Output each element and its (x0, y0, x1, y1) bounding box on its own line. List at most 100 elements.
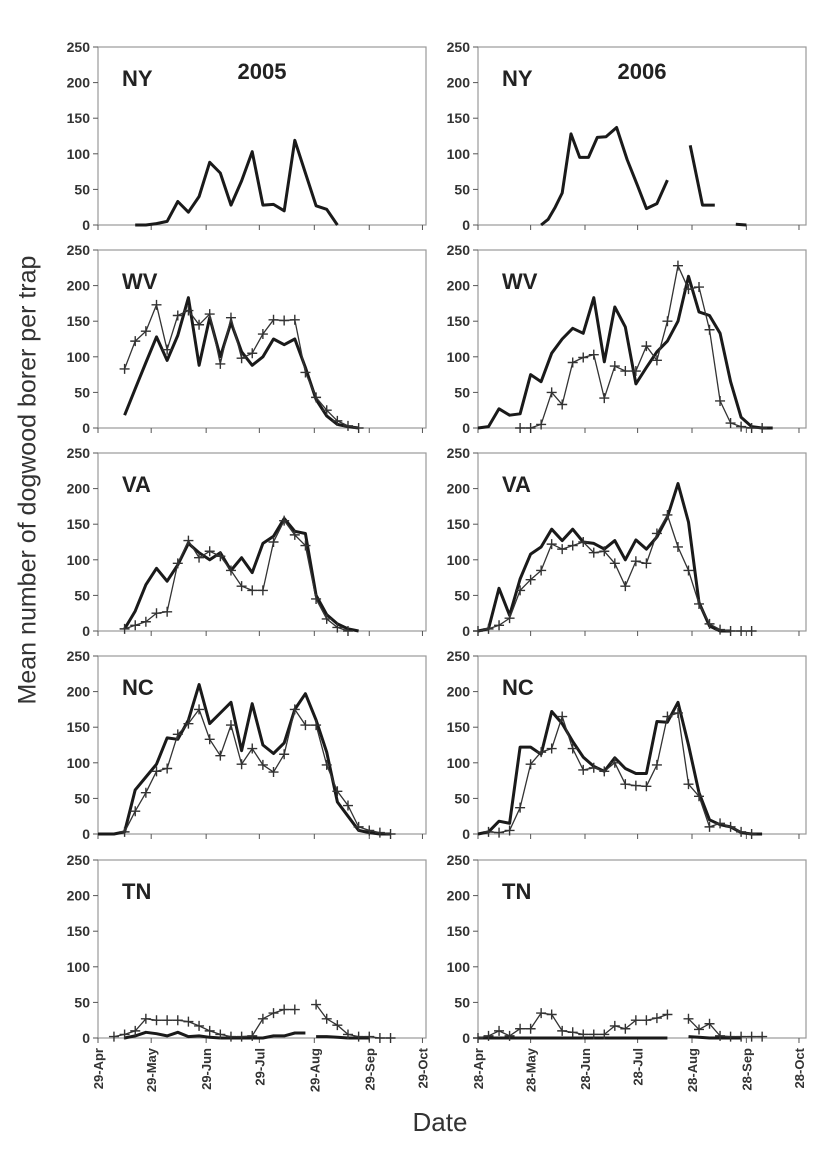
cross-marker (215, 750, 226, 761)
series-thick-line (477, 700, 763, 836)
cross-marker (662, 711, 673, 722)
cross-marker (599, 546, 610, 557)
x-tick-label: 28-Aug (685, 1048, 700, 1092)
cross-marker (204, 1025, 215, 1036)
cross-marker (683, 565, 694, 576)
cross-marker (385, 1033, 396, 1043)
y-tick-label: 150 (67, 516, 91, 532)
x-tick-label: 29-Aug (307, 1048, 322, 1092)
state-label: TN (502, 879, 531, 904)
series-thick-line (123, 296, 359, 430)
cross-marker (525, 574, 536, 585)
cross-marker (630, 556, 641, 567)
cross-marker (725, 1031, 736, 1042)
cross-marker (641, 341, 652, 352)
y-tick-label: 200 (67, 75, 91, 91)
state-label: TN (122, 879, 151, 904)
cross-marker (183, 718, 194, 729)
plot-frame (477, 452, 807, 632)
cross-marker (364, 1031, 375, 1042)
panel-wv-2005: 0 50 100 150 200 250 WV (67, 242, 427, 436)
cross-marker (374, 1033, 385, 1043)
cross-marker (172, 729, 183, 740)
y-tick-label: 0 (82, 420, 90, 436)
cross-marker (567, 1027, 578, 1038)
cross-marker (183, 1016, 194, 1027)
y-tick-label: 200 (67, 684, 91, 700)
cross-marker (546, 743, 557, 754)
year-label: 2005 (238, 59, 287, 84)
cross-marker (494, 620, 505, 631)
y-tick-label: 100 (67, 552, 91, 568)
cross-marker (515, 1023, 526, 1034)
cross-marker (353, 1031, 364, 1042)
cross-marker (332, 415, 343, 426)
cross-marker (567, 357, 578, 368)
y-tick-label: 250 (67, 39, 91, 55)
cross-marker (215, 551, 226, 562)
cross-marker (236, 353, 247, 364)
x-tick-label: 29-May (144, 1047, 159, 1092)
cross-marker (130, 620, 141, 631)
cross-marker (332, 1020, 343, 1031)
y-tick-label: 50 (74, 994, 90, 1010)
cross-marker (736, 626, 747, 636)
y-tick-label: 150 (67, 110, 91, 126)
cross-marker (151, 608, 162, 619)
cross-marker (225, 1031, 236, 1042)
cross-marker (651, 355, 662, 366)
cross-marker (483, 826, 494, 837)
cross-marker (289, 704, 300, 715)
cross-marker (311, 999, 322, 1010)
y-tick-label: 150 (447, 313, 471, 329)
cross-marker (268, 537, 279, 547)
y-tick-label: 100 (67, 349, 91, 365)
cross-marker (140, 616, 151, 627)
cross-marker (515, 423, 526, 433)
cross-marker (300, 540, 311, 551)
cross-marker (651, 1013, 662, 1024)
cross-marker (651, 759, 662, 770)
panel-wv-2006: 0 50 100 150 200 250 WV (447, 242, 807, 436)
x-tick-label: 29-Jul (252, 1048, 267, 1086)
y-tick-label: 50 (74, 790, 90, 806)
cross-marker (736, 826, 747, 837)
y-tick-label: 50 (74, 384, 90, 400)
panel-nc-2006: 0 50 100 150 200 250 NC (447, 648, 807, 842)
cross-marker (620, 779, 631, 790)
cross-marker (279, 515, 290, 526)
cross-marker (342, 626, 353, 636)
cross-marker (546, 387, 557, 398)
cross-marker (525, 423, 536, 433)
cross-marker (215, 358, 226, 369)
cross-marker (536, 1008, 547, 1019)
cross-marker (683, 1013, 694, 1024)
x-tick-label: 29-Sep (362, 1048, 377, 1091)
cross-marker (289, 314, 300, 325)
cross-marker (609, 558, 620, 569)
cross-marker (342, 420, 353, 431)
cross-marker (236, 581, 247, 592)
cross-marker (247, 743, 258, 754)
cross-marker (257, 585, 268, 596)
y-tick-label: 0 (462, 420, 470, 436)
panel-tn-2006: 0 50 100 150 200 250 28-Apr 28-May 28-Jun 28-Jul 2… (447, 852, 807, 1092)
cross-marker (557, 544, 568, 555)
y-tick-label: 150 (67, 313, 91, 329)
y-tick-label: 200 (447, 888, 471, 904)
cross-marker (300, 367, 311, 378)
cross-marker (119, 623, 130, 634)
cross-marker (609, 757, 620, 768)
cross-marker (588, 349, 599, 360)
y-tick-label: 150 (67, 923, 91, 939)
cross-marker (588, 762, 599, 773)
cross-marker (536, 565, 547, 576)
cross-marker (151, 766, 162, 777)
y-tick-label: 50 (454, 790, 470, 806)
cross-marker (715, 395, 726, 406)
y-tick-label: 50 (454, 587, 470, 603)
cross-marker (119, 1029, 130, 1040)
x-tick-label: 28-Oct (792, 1047, 807, 1088)
y-tick-label: 250 (447, 242, 471, 258)
y-tick-label: 200 (67, 888, 91, 904)
